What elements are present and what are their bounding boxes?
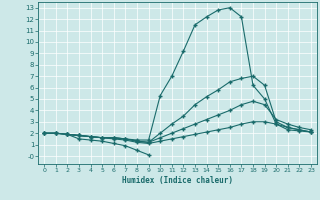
X-axis label: Humidex (Indice chaleur): Humidex (Indice chaleur) (122, 176, 233, 185)
